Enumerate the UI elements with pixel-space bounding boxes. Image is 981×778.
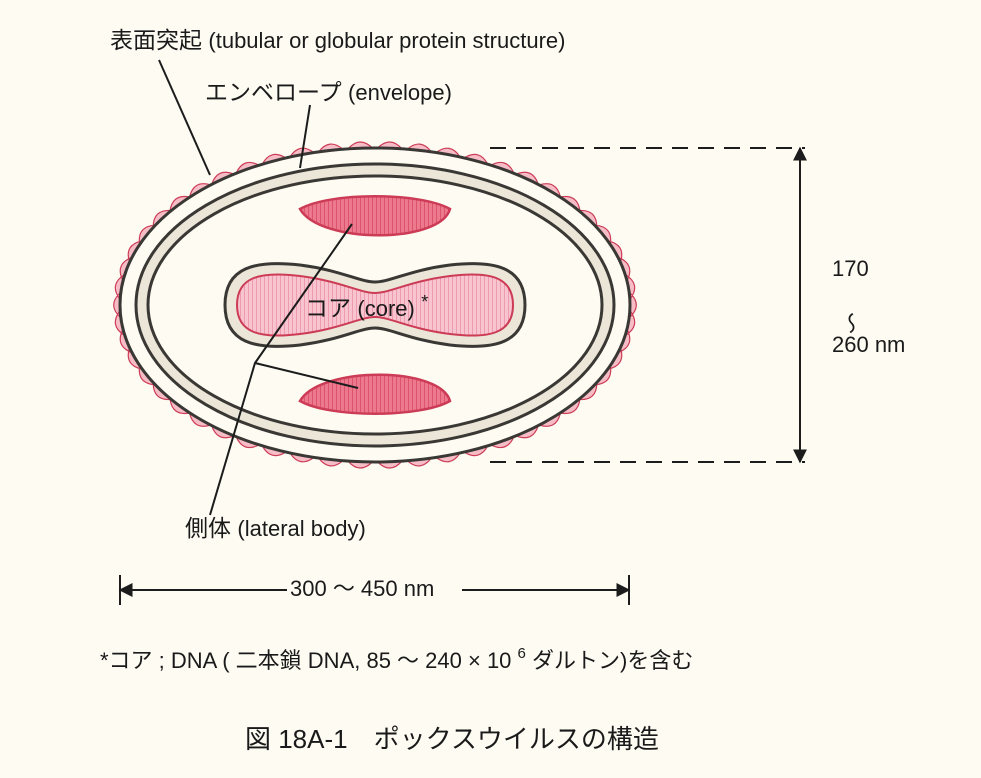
label-envelope-en: (envelope) — [348, 80, 452, 105]
label-lateral-jp: 側体 — [185, 515, 237, 541]
height-dim-bottom: 260 nm — [832, 332, 905, 357]
label-surface: 表面突起 (tubular or globular protein struct… — [110, 27, 565, 53]
leader-surface — [159, 60, 210, 175]
label-core-jp: コア — [305, 295, 357, 321]
label-lateral: 側体 (lateral body) — [185, 515, 366, 541]
label-lateral-en: (lateral body) — [237, 516, 365, 541]
label-core-en: (core) — [357, 296, 414, 321]
figure-caption: 図 18A-1 ポックスウイルスの構造 — [245, 724, 659, 754]
leader-envelope — [300, 105, 310, 168]
height-dim-top: 170 — [832, 256, 869, 281]
footnote-tail: ダルトン)を含む — [532, 648, 693, 673]
height-dim-tilde: 〜 — [838, 312, 863, 334]
label-envelope: エンベロープ (envelope) — [205, 79, 452, 105]
label-envelope-jp: エンベロープ — [205, 79, 342, 105]
label-core-star: * — [421, 292, 428, 312]
width-dim-text: 300 ～ 450 nm — [290, 576, 434, 601]
footnote: *コア ; DNA ( 二本鎖 DNA, 85 ～ 240 × 10 6 ダルト… — [100, 638, 693, 673]
diagram-svg: 表面突起 (tubular or globular protein struct… — [0, 0, 981, 778]
label-core: コア (core) * — [305, 292, 428, 321]
page: 表面突起 (tubular or globular protein struct… — [0, 0, 981, 778]
footnote-sup: 6 — [518, 645, 526, 662]
label-surface-jp: 表面突起 — [110, 27, 202, 53]
label-surface-en: (tubular or globular protein structure) — [208, 28, 565, 53]
footnote-main: *コア ; DNA ( 二本鎖 DNA, 85 ～ 240 × 10 — [100, 648, 511, 673]
